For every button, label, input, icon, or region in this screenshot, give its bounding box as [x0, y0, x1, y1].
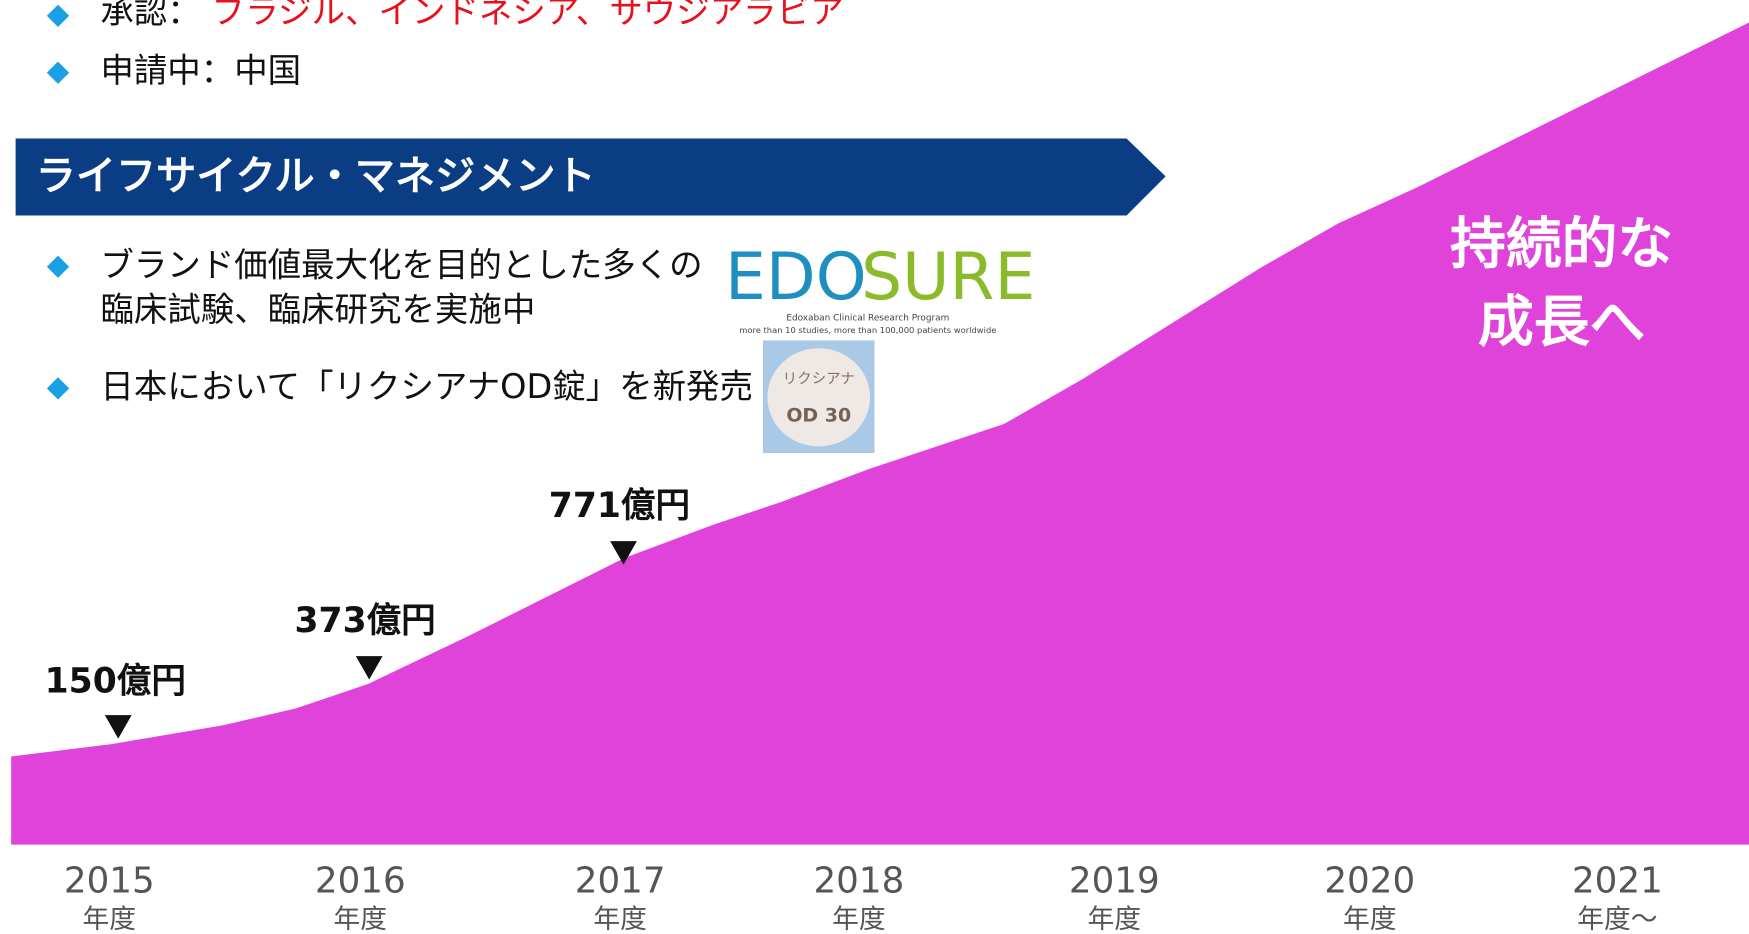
- marker: [355, 656, 383, 680]
- year-suffix: 年度: [832, 904, 886, 934]
- year-suffix: 年度: [83, 904, 137, 934]
- year: 2020: [1324, 860, 1415, 901]
- year: 2017: [575, 860, 666, 901]
- year: 2019: [1069, 860, 1160, 901]
- pill: [767, 348, 871, 447]
- section-header: ライフサイクル・マネジメント: [36, 154, 596, 200]
- logo-subtitle: Edoxaban Clinical Research Program: [786, 314, 949, 324]
- bullet-line: 臨床試験、臨床研究を実施中: [100, 290, 535, 329]
- filing: 申請中：中国: [100, 51, 301, 90]
- marker: [104, 715, 132, 739]
- edosure-logo: EDO SURE Edoxaban Clinical Research Prog…: [725, 240, 1035, 335]
- callout-line: 持続的な: [1450, 212, 1673, 277]
- pill-top: リクシアナ: [783, 370, 855, 387]
- section-banner: [15, 138, 1166, 216]
- bullet-line: ブランド価値最大化を目的とした多くの: [100, 245, 702, 284]
- bullet-line: 日本において「リクシアナOD錠」を新発売: [100, 367, 753, 406]
- year-suffix: 年度: [593, 904, 647, 934]
- bullet-icon: [46, 4, 70, 27]
- year-suffix: 年度～: [1577, 904, 1657, 934]
- top-bullets: 承認： ブラジル、インドネシア、サウジアラビア 申請中：中国: [46, 0, 844, 90]
- marker: [610, 541, 637, 565]
- year-axis: 2015 年度 2016 年度 2017 年度 2018 年度 2019 年度 …: [64, 860, 1663, 934]
- milestone-label: 771億円: [549, 486, 690, 526]
- year: 2016: [315, 860, 406, 901]
- year: 2018: [813, 860, 904, 901]
- year: 2021: [1572, 860, 1663, 901]
- pill-bottom: OD 30: [786, 405, 851, 427]
- year: 2015: [64, 860, 155, 901]
- bullet-icon: [46, 255, 70, 278]
- year-suffix: 年度: [1343, 904, 1397, 934]
- year-suffix: 年度: [334, 904, 388, 934]
- logo-tagline: more than 10 studies, more than 100,000 …: [739, 325, 996, 335]
- year-suffix: 年度: [1088, 904, 1142, 934]
- logo-left: EDO: [725, 240, 867, 315]
- approval-countries: ブラジル、インドネシア、サウジアラビア: [212, 0, 844, 31]
- growth-area: [11, 22, 1749, 845]
- logo-right: SURE: [861, 240, 1035, 315]
- milestone-label: 150億円: [45, 661, 186, 701]
- bullet-icon: [46, 61, 70, 84]
- pill-image: リクシアナ OD 30: [762, 340, 875, 454]
- lifecycle-bullets: ブランド価値最大化を目的とした多くの 臨床試験、臨床研究を実施中 日本において「…: [46, 245, 753, 406]
- callout-line: 成長へ: [1478, 290, 1645, 355]
- approval-label: 承認：: [100, 0, 200, 31]
- milestone-label: 373億円: [294, 601, 435, 641]
- milestones: 150億円 373億円 771億円: [45, 486, 690, 739]
- bullet-icon: [46, 377, 70, 400]
